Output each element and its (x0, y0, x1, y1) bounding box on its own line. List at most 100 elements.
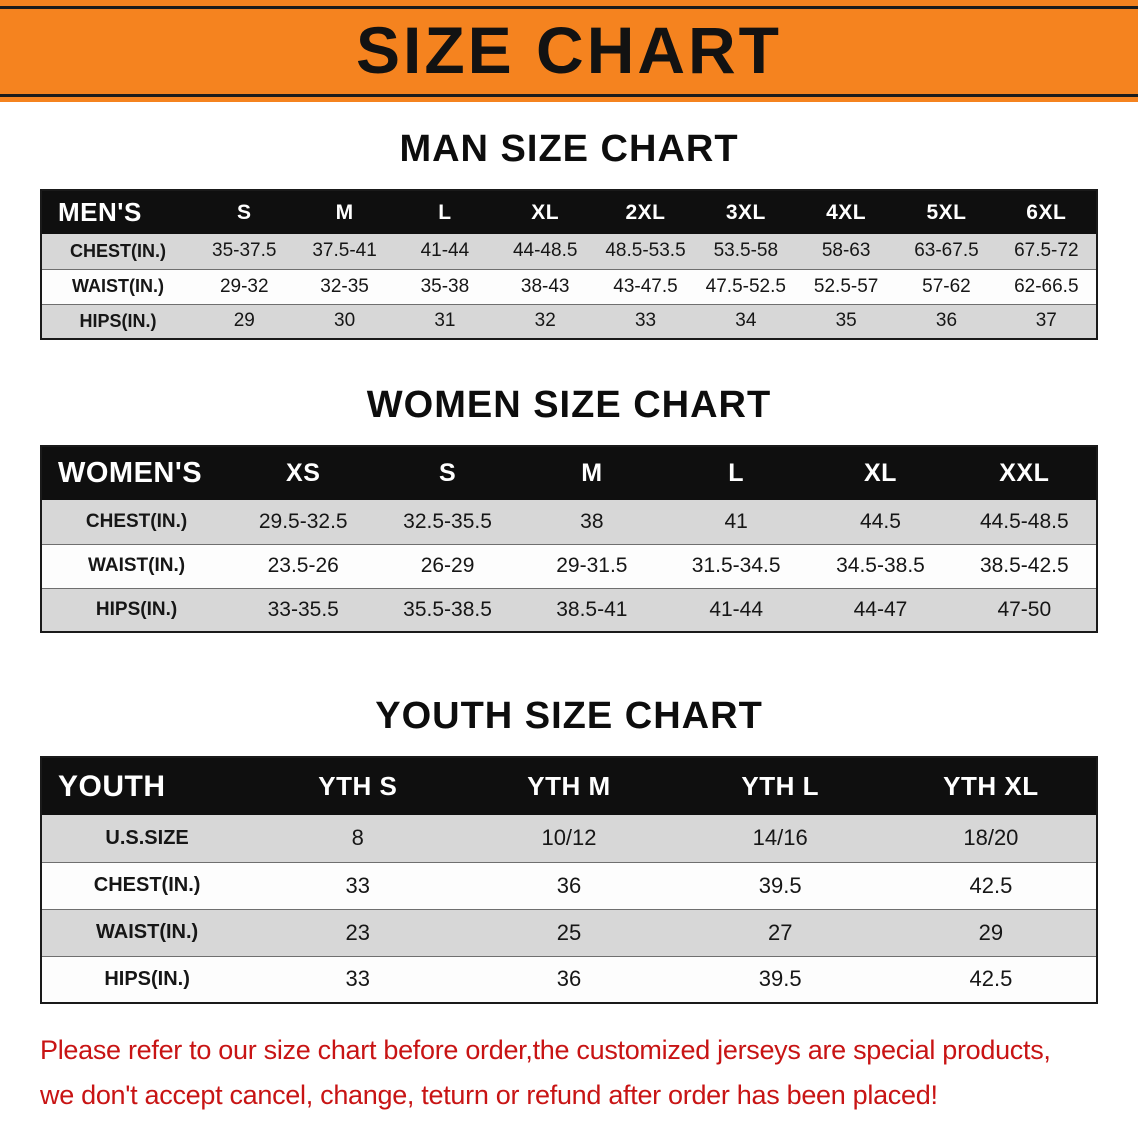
table-row: CHEST(IN.) 35-37.5 37.5-41 41-44 44-48.5 48.5… (41, 234, 1097, 269)
table-title-cell: WOMEN'S (41, 446, 232, 500)
table-title-cell: MEN'S (41, 190, 195, 234)
table-cell: 35 (835, 310, 857, 332)
table-cell: 47.5-52.5 (705, 275, 786, 297)
column-header: YTH L (674, 757, 886, 815)
table-cell: 58-63 (821, 240, 871, 262)
table-cell: 41-44 (420, 240, 470, 262)
section-heading: WOMEN SIZE CHART (366, 384, 772, 426)
table-row: HIPS(IN.) 29 30 31 32 33 34 35 36 37 (41, 304, 1097, 339)
table-cell: 23.5-26 (267, 554, 339, 577)
row-label: CHEST(IN.) (93, 874, 201, 896)
table-cell: 33 (345, 966, 371, 992)
table-cell: 38 (580, 509, 604, 533)
table-cell: 47-50 (997, 597, 1052, 621)
table-cell: 27 (767, 919, 793, 945)
size-charts-container: MAN SIZE CHART MEN'S S M L XL 2XL 3XL 4XL 5XL 6XL C… (0, 128, 1138, 1004)
table-cell: 44-47 (853, 597, 908, 621)
row-label: HIPS(IN.) (104, 967, 190, 990)
size-table: WOMEN'S XS S M L XL XXL CHEST(IN.) 29.5-32.5 32.5… (40, 445, 1098, 633)
table-cell: 42.5 (969, 872, 1013, 898)
table-row: CHEST(IN.) 33 36 39.5 42.5 (41, 862, 1097, 909)
table-cell: 35-38 (420, 275, 470, 297)
column-header: S (194, 190, 295, 234)
table-cell: 43-47.5 (613, 275, 678, 297)
table-cell: 32 (534, 310, 556, 332)
table-cell: 29-32 (219, 275, 269, 297)
table-cell: 35-37.5 (212, 240, 277, 262)
table-cell: 38.5-42.5 (979, 554, 1069, 577)
column-header: M (519, 446, 665, 500)
table-cell: 18/20 (963, 825, 1019, 851)
disclaimer: Please refer to our size chart before or… (0, 1028, 1138, 1117)
table-cell: 33 (634, 310, 657, 332)
table-cell: 31 (434, 310, 456, 332)
table-header-row: YOUTH YTH S YTH M YTH L YTH XL (41, 757, 1097, 815)
table-cell: 32-35 (320, 275, 369, 297)
table-cell: 52.5-57 (813, 275, 879, 297)
table-cell: 38.5-41 (556, 597, 628, 621)
disclaimer-line-2: we don't accept cancel, change, teturn o… (40, 1079, 938, 1110)
table-cell: 57-62 (922, 275, 971, 297)
size-section-2: YOUTH SIZE CHART YOUTH YTH S YTH M YTH L YTH … (0, 695, 1138, 1004)
column-header: XXL (952, 446, 1097, 500)
table-row: HIPS(IN.) 33 36 39.5 42.5 (41, 956, 1097, 1003)
table-cell: 23 (345, 919, 371, 945)
table-row: WAIST(IN.) 23.5-26 26-29 29-31.5 31.5-34.5 34… (41, 544, 1097, 588)
size-chart-banner: SIZE CHART (0, 0, 1138, 102)
table-cell: 33 (345, 872, 371, 898)
table-header-row: MEN'S S M L XL 2XL 3XL 4XL 5XL 6XL (41, 190, 1097, 234)
table-row: WAIST(IN.) 29-32 32-35 35-38 38-43 43-47.5 47.… (41, 269, 1097, 304)
table-row: HIPS(IN.) 33-35.5 35.5-38.5 38.5-41 41-44 44-… (41, 588, 1097, 632)
table-cell: 29.5-32.5 (258, 509, 348, 533)
column-header: L (664, 446, 809, 500)
table-row: WAIST(IN.) 23 25 27 29 (41, 909, 1097, 956)
table-cell: 44.5-48.5 (979, 509, 1069, 533)
table-header-row: WOMEN'S XS S M L XL XXL (41, 446, 1097, 500)
table-row: CHEST(IN.) 29.5-32.5 32.5-35.5 38 41 44.5 44.5… (41, 500, 1097, 544)
table-row: U.S.SIZE 8 10/12 14/16 18/20 (41, 815, 1097, 862)
table-cell: 53.5-58 (713, 240, 779, 262)
table-cell: 30 (334, 310, 356, 332)
table-cell: 29 (233, 310, 255, 332)
column-header: XS (231, 446, 376, 500)
table-cell: 29-31.5 (556, 554, 628, 577)
table-cell: 48.5-53.5 (605, 240, 686, 262)
table-cell: 36 (935, 310, 958, 332)
table-cell: 38-43 (520, 275, 570, 297)
table-cell: 29 (978, 919, 1004, 945)
table-cell: 67.5-72 (1014, 240, 1079, 262)
column-header: M (294, 190, 395, 234)
table-cell: 35.5-38.5 (403, 597, 492, 621)
table-cell: 26-29 (420, 554, 475, 577)
column-header: 5XL (896, 190, 997, 234)
size-table: YOUTH YTH S YTH M YTH L YTH XL U.S.SIZE 8 10/12… (40, 756, 1098, 1004)
table-cell: 42.5 (969, 966, 1013, 992)
table-cell: 44-48.5 (512, 240, 578, 262)
row-label: WAIST(IN.) (87, 555, 186, 576)
table-cell: 34 (735, 310, 757, 332)
column-header: 4XL (795, 190, 897, 234)
column-header: YTH XL (885, 757, 1097, 815)
table-cell: 63-67.5 (914, 240, 979, 262)
section-heading: MAN SIZE CHART (399, 128, 739, 170)
table-cell: 39.5 (758, 872, 802, 898)
section-heading: YOUTH SIZE CHART (375, 695, 763, 737)
column-header: 3XL (695, 190, 796, 234)
table-cell: 36 (556, 966, 582, 992)
table-title-cell: YOUTH (41, 757, 253, 815)
table-cell: 41 (724, 509, 748, 533)
table-cell: 10/12 (541, 825, 597, 851)
disclaimer-line-1: Please refer to our size chart before or… (40, 1035, 1051, 1065)
table-cell: 62-66.5 (1014, 275, 1079, 297)
table-cell: 14/16 (752, 825, 808, 851)
table-cell: 37 (1035, 310, 1057, 332)
row-label: CHEST(IN.) (70, 240, 167, 261)
table-cell: 44.5 (860, 509, 901, 533)
row-label: WAIST(IN.) (95, 921, 199, 943)
table-cell: 33-35.5 (267, 597, 339, 621)
column-header: XL (495, 190, 596, 234)
column-header: YTH M (463, 757, 675, 815)
column-header: XL (808, 446, 953, 500)
table-cell: 36 (556, 872, 582, 898)
column-header: 6XL (996, 190, 1097, 234)
